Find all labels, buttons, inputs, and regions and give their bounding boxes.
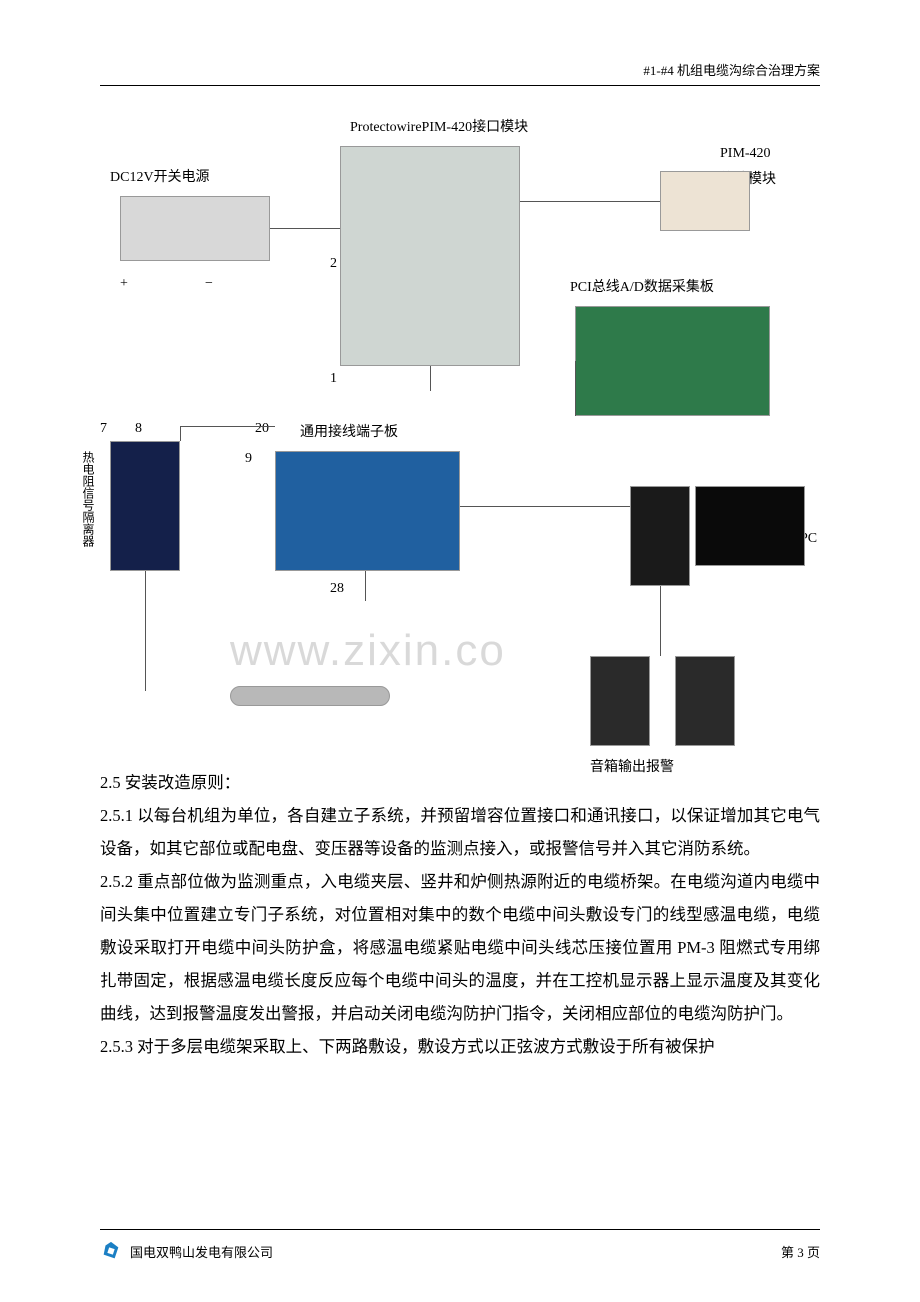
box-pc-monitor [695,486,805,566]
line-10 [660,586,661,656]
footer-company: 国电双鸭山发电有限公司 [130,1242,273,1261]
watermark: www.zixin.co [230,626,506,676]
label-pci-board: PCI总线A/D数据采集板 [570,276,714,296]
label-pim420-1: PIM-420 [720,146,771,162]
num-28: 28 [330,581,344,597]
label-isolator: 热电阻信号隔离器 [80,451,97,547]
company-logo-icon [100,1240,122,1262]
footer-left: 国电双鸭山发电有限公司 [100,1240,273,1262]
num-9: 9 [245,451,252,467]
label-pim420-module: ProtectowirePIM-420接口模块 [350,116,528,136]
line-3 [430,366,431,391]
box-pci-board [575,306,770,416]
box-power-supply [120,196,270,261]
box-terminal-module [660,171,750,231]
line-4 [575,361,576,416]
line-1 [270,228,340,229]
sym-plus: + [120,276,128,292]
footer-page-number: 第 3 页 [781,1242,820,1261]
line-7 [460,506,630,507]
num-20: 20 [255,421,269,437]
para-2-5-3: 2.5.3 对于多层电缆架采取上、下两路敷设，敷设方式以正弦波方式敷设于所有被保… [100,1030,820,1063]
num-8: 8 [135,421,142,437]
box-isolator [110,441,180,571]
box-sensor-probe [230,686,390,706]
document-page: #1-#4 机组电缆沟综合治理方案 ProtectowirePIM-420接口模… [0,0,920,1302]
num-2: 2 [330,256,337,272]
line-2 [520,201,660,202]
line-6 [180,426,275,427]
line-8 [145,571,146,691]
box-terminal-board [275,451,460,571]
para-2-5-2: 2.5.2 重点部位做为监测重点，入电缆夹层、竖井和炉侧热源附近的电缆桥架。在电… [100,865,820,1030]
box-pim420-interface [340,146,520,366]
label-speaker: 音箱输出报警 [590,756,674,776]
line-9 [365,571,366,601]
body-text: 2.5 安装改造原则： 2.5.1 以每台机组为单位，各自建立子系统，并预留增容… [100,766,820,1063]
header-title: #1-#4 机组电缆沟综合治理方案 [643,63,820,78]
line-5 [180,426,181,441]
sym-minus: − [205,276,213,292]
num-7: 7 [100,421,107,437]
num-1: 1 [330,371,337,387]
box-speaker-left [590,656,650,746]
box-pc-tower [630,486,690,586]
label-terminal-board: 通用接线端子板 [300,421,398,441]
system-diagram: ProtectowirePIM-420接口模块 DC12V开关电源 PIM-42… [100,116,820,736]
box-speaker-right [675,656,735,746]
para-2-5: 2.5 安装改造原则： [100,766,820,799]
page-header: #1-#4 机组电缆沟综合治理方案 [100,60,820,86]
page-footer: 国电双鸭山发电有限公司 第 3 页 [100,1229,820,1262]
label-dc12v: DC12V开关电源 [110,166,210,186]
para-2-5-1: 2.5.1 以每台机组为单位，各自建立子系统，并预留增容位置接口和通讯接口，以保… [100,799,820,865]
